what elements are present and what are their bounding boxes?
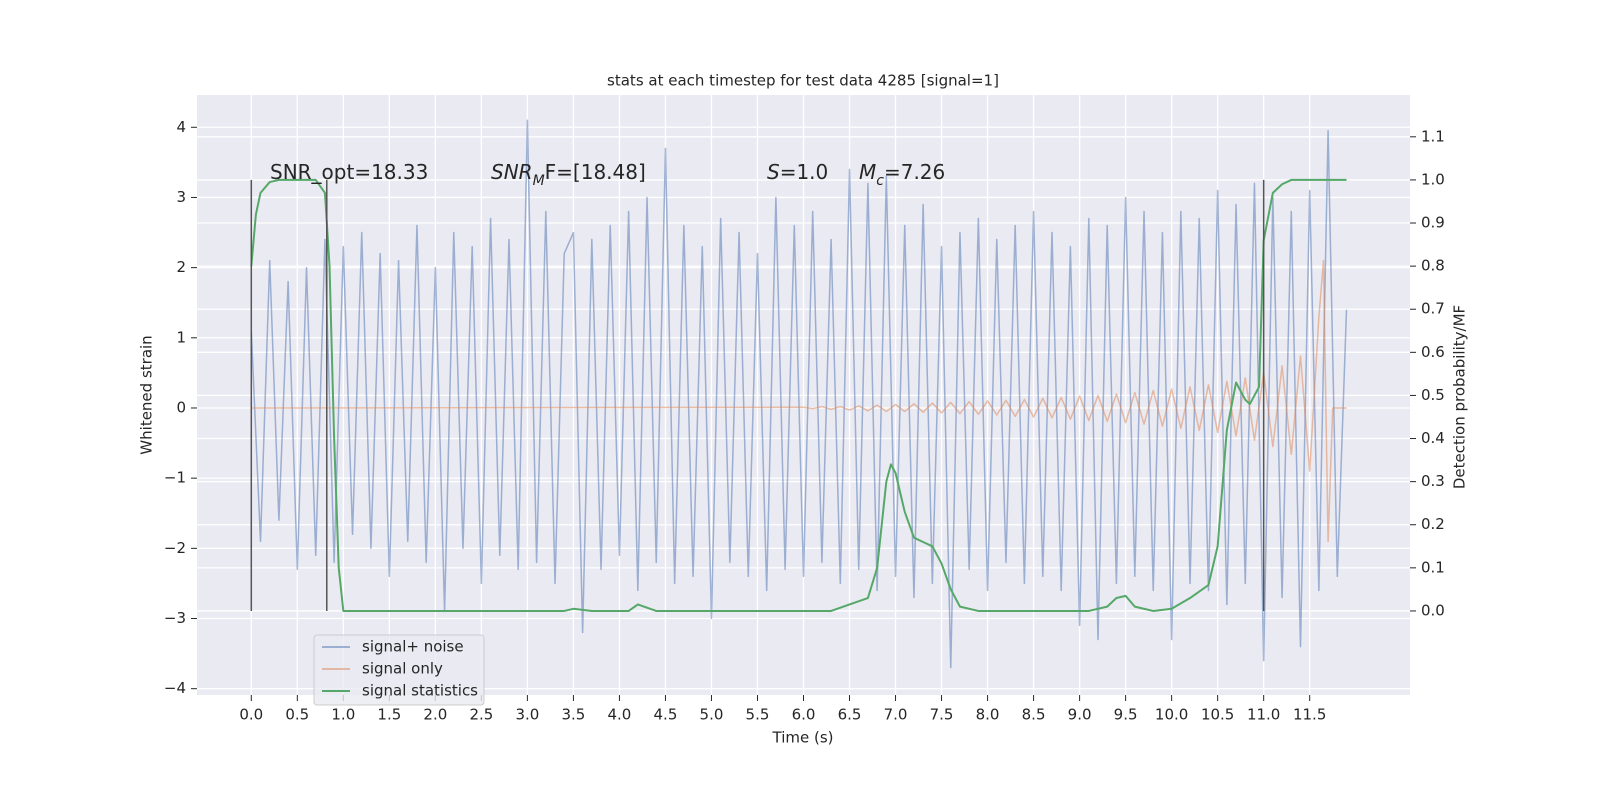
x-tick-label: 0.0 <box>239 706 263 724</box>
annotation-part: F=[18.48] <box>545 160 646 184</box>
y2-tick-label: 0.5 <box>1421 386 1445 404</box>
x-tick-label: 7.5 <box>930 706 954 724</box>
y2-tick-label: 0.8 <box>1421 257 1445 275</box>
x-tick-label: 1.0 <box>331 706 355 724</box>
y2-tick-label: 0.7 <box>1421 300 1445 318</box>
y2-tick-label: 1.0 <box>1421 170 1445 188</box>
chart-title: stats at each timestep for test data 428… <box>607 72 999 90</box>
annotation: S=1.0 <box>767 160 828 184</box>
x-tick-label: 8.0 <box>976 706 1000 724</box>
x-tick-label: 7.0 <box>884 706 908 724</box>
marks <box>250 119 1348 669</box>
annotation-part: SNR <box>491 160 533 184</box>
annotation-part: M <box>859 160 876 184</box>
y2-axis-label: Detection probability/MF <box>1451 305 1469 489</box>
x-tick-label: 8.5 <box>1022 706 1046 724</box>
y-tick-label: −4 <box>164 679 186 697</box>
x-tick-label: 6.5 <box>838 706 862 724</box>
annotation-part: SNR_opt=18.33 <box>270 160 428 184</box>
y2-tick-label: 0.3 <box>1421 472 1445 490</box>
x-tick-label: 11.0 <box>1247 706 1280 724</box>
x-tick-label: 9.0 <box>1068 706 1092 724</box>
x-tick-label: 3.0 <box>515 706 539 724</box>
x-tick-label: 11.5 <box>1293 706 1326 724</box>
y2-tick-label: 0.6 <box>1421 343 1445 361</box>
x-tick-label: 4.5 <box>654 706 678 724</box>
y2-tick-label: 0.9 <box>1421 214 1445 232</box>
annotation-part: =7.26 <box>884 160 945 184</box>
series-line <box>250 178 1347 612</box>
y-tick-label: −2 <box>164 539 186 557</box>
annotation: SNRMF=[18.48] <box>491 160 646 190</box>
y2-tick-label: 0.0 <box>1421 601 1445 619</box>
series-line <box>251 259 1347 543</box>
annotation-part: S <box>767 160 780 184</box>
legend-box <box>313 634 485 706</box>
x-tick-label: 2.0 <box>423 706 447 724</box>
annotation: SNR_opt=18.33 <box>270 160 428 184</box>
x-tick-label: 1.5 <box>377 706 401 724</box>
legend-label: signal+ noise <box>362 638 464 656</box>
y-tick-label: 2 <box>176 258 186 276</box>
axes: 0.0 0.5 1.0 1.5 2.0 2.5 3.0 3.5 4.0 4.5 5.0 5.5 6.0 6… <box>164 118 1445 724</box>
annotation-part: =1.0 <box>780 160 829 184</box>
y-tick-label: 3 <box>176 188 186 206</box>
annotation-part: c <box>876 173 884 189</box>
annotation-part: M <box>533 173 545 189</box>
y-tick-label: −3 <box>164 609 186 627</box>
x-tick-label: 4.0 <box>608 706 632 724</box>
legend-label: signal statistics <box>362 682 478 700</box>
legend-label: signal only <box>362 660 443 678</box>
y2-tick-label: 1.1 <box>1421 127 1445 145</box>
x-tick-label: 6.0 <box>792 706 816 724</box>
y2-tick-label: 0.1 <box>1421 558 1445 576</box>
x-tick-label: 5.5 <box>746 706 770 724</box>
y-tick-label: 0 <box>176 398 186 416</box>
series-line <box>250 119 1348 669</box>
y-axis-label: Whitened strain <box>138 335 156 454</box>
y-tick-label: −1 <box>164 469 186 487</box>
x-tick-label: 5.0 <box>700 706 724 724</box>
x-tick-label: 0.5 <box>285 706 309 724</box>
x-tick-label: 2.5 <box>469 706 493 724</box>
y-tick-label: 4 <box>176 118 186 136</box>
y-tick-label: 1 <box>176 328 186 346</box>
x-tick-label: 3.5 <box>561 706 585 724</box>
annotation: Mc=7.26 <box>859 160 945 190</box>
x-tick-label: 10.5 <box>1201 706 1234 724</box>
x-tick-label: 9.5 <box>1114 706 1138 724</box>
x-axis-label: Time (s) <box>772 729 834 747</box>
y2-tick-label: 0.4 <box>1421 429 1445 447</box>
x-tick-label: 10.0 <box>1155 706 1188 724</box>
legend: signal+ noise signal only signal statistic… <box>313 634 485 706</box>
y2-tick-label: 0.2 <box>1421 515 1445 533</box>
